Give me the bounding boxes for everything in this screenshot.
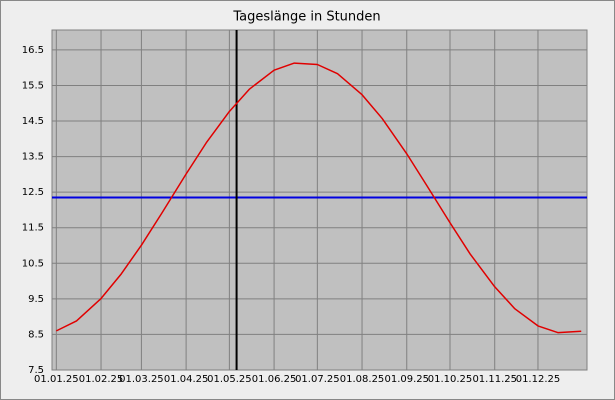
x-tick-label: 01.05.25 [207, 374, 252, 385]
x-tick-label: 01.11.25 [472, 374, 517, 385]
y-tick-label: 8.5 [28, 329, 44, 340]
x-tick-label: 01.01.25 [34, 374, 79, 385]
x-tick-label: 01.09.25 [384, 374, 429, 385]
y-tick-label: 16.5 [22, 45, 44, 56]
x-tick-label: 01.08.25 [340, 374, 385, 385]
x-tick-label: 01.12.25 [516, 374, 561, 385]
y-tick-label: 7.5 [28, 365, 44, 376]
y-tick-label: 14.5 [22, 116, 44, 127]
data-line [55, 62, 582, 334]
y-tick-label: 15.5 [22, 80, 44, 91]
chart-title: Tageslänge in Stunden [232, 10, 380, 25]
y-tick-label: 12.5 [22, 187, 44, 198]
x-tick-label: 01.07.25 [295, 374, 340, 385]
plot-border [51, 29, 588, 371]
y-tick-label: 10.5 [22, 258, 44, 269]
x-tick-label: 01.10.25 [428, 374, 473, 385]
y-tick-label: 13.5 [22, 152, 44, 163]
x-tick-label: 01.02.25 [79, 374, 124, 385]
y-tick-label: 9.5 [28, 294, 44, 305]
y-tick-label: 11.5 [22, 223, 44, 234]
x-tick-label: 01.03.25 [119, 374, 164, 385]
x-tick-label: 01.06.25 [252, 374, 297, 385]
plot-area [52, 30, 587, 370]
x-tick-label: 01.04.25 [164, 374, 209, 385]
